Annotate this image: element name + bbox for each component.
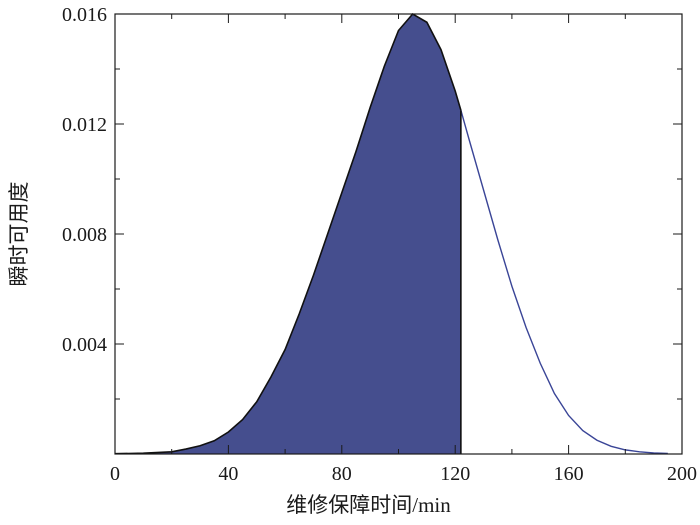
curve-unshaded-part [460,110,668,455]
y-tick-label: 0.012 [62,114,107,136]
x-tick-label: 0 [110,463,120,485]
shaded-area [115,14,461,454]
ticks [115,14,682,454]
curve-shaded-part [114,12,462,455]
x-tick-label: 80 [332,463,352,485]
x-tick-label: 40 [218,463,238,485]
x-axis-title: 维修保障时间/min [286,493,451,517]
y-tick-label: 0.004 [62,334,107,356]
x-tick-label: 120 [440,463,470,485]
y-tick-label: 0.008 [62,224,107,246]
x-tick-label: 160 [554,463,584,485]
plot-area [114,12,668,455]
x-tick-label: 200 [667,463,697,485]
y-tick-label: 0.016 [62,4,107,26]
y-axis-title: 瞬时可用度 [7,182,31,287]
tick-labels: 0 40 80 120 160 200 0.004 0.008 0.012 0.016 [62,4,697,485]
